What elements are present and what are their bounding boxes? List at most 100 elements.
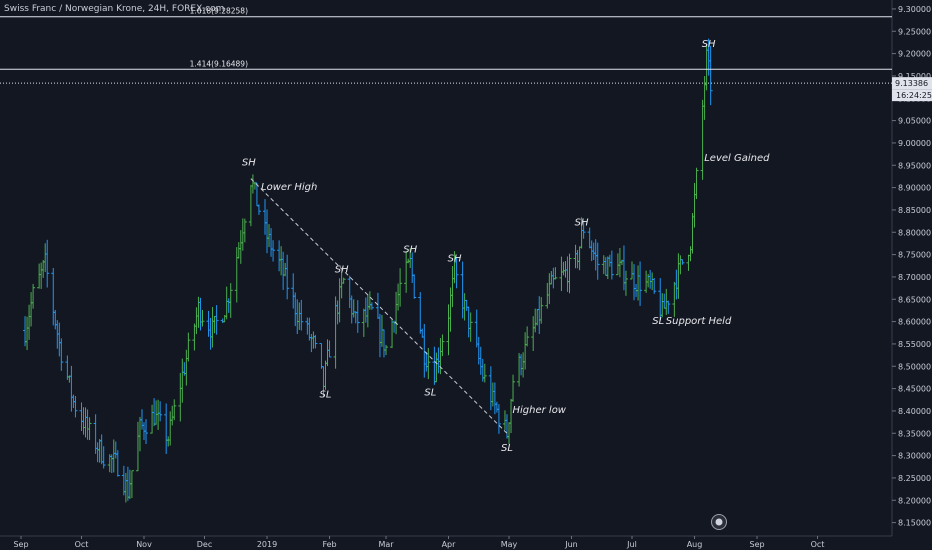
price-bar <box>559 256 564 292</box>
annotation-label: SH <box>335 264 349 275</box>
price-bar <box>565 256 570 292</box>
time-tick-label: Nov <box>136 540 152 549</box>
price-bar <box>295 299 300 335</box>
price-bar <box>238 230 243 264</box>
price-bar <box>488 366 493 411</box>
annotation-label: SH <box>575 218 589 229</box>
price-bar <box>690 213 695 254</box>
price-bar <box>170 405 175 426</box>
price-bar <box>144 419 149 445</box>
replay-button[interactable] <box>711 514 727 530</box>
price-bar <box>519 354 524 376</box>
price-bar <box>267 224 272 248</box>
price-bar <box>214 305 219 335</box>
price-bar <box>504 414 509 439</box>
price-bar <box>242 218 247 243</box>
price-bar <box>236 242 241 259</box>
price-bar <box>454 256 459 289</box>
price-bar <box>573 244 578 269</box>
price-bar <box>462 293 467 321</box>
price-tick-label: 8.15000 <box>898 519 931 528</box>
price-bar <box>603 257 608 276</box>
price-bar <box>394 291 399 335</box>
price-tick-label: 8.55000 <box>898 340 931 349</box>
price-bar <box>248 184 253 227</box>
price-bar <box>466 306 471 338</box>
price-bar <box>180 358 185 403</box>
price-bar <box>325 339 330 367</box>
time-tick-label: Jul <box>626 540 637 549</box>
price-bar <box>137 416 142 452</box>
price-bar <box>436 347 441 374</box>
price-bar <box>478 346 483 375</box>
time-tick-label: Mar <box>378 540 394 549</box>
price-bar <box>139 409 144 430</box>
price-bar <box>537 296 542 334</box>
price-bar <box>127 469 132 500</box>
price-bar <box>575 249 580 269</box>
price-bar <box>494 401 499 413</box>
price-tick-label: 8.50000 <box>898 362 931 371</box>
price-bar <box>156 399 161 430</box>
price-bar <box>97 439 102 463</box>
price-bar <box>426 347 431 380</box>
price-bar <box>341 277 346 284</box>
price-bar <box>688 246 693 262</box>
price-bar <box>680 259 685 265</box>
price-bar <box>53 309 58 330</box>
price-bar <box>636 265 641 301</box>
time-tick-label: Aug <box>687 540 703 549</box>
price-bar <box>152 398 157 427</box>
price-bar <box>319 343 324 369</box>
price-bar <box>234 247 239 303</box>
price-bar <box>607 254 612 267</box>
price-bar <box>490 382 495 407</box>
time-tick-label: May <box>501 540 518 549</box>
price-bar <box>492 382 497 415</box>
price-bar <box>676 253 681 299</box>
price-bar <box>347 275 352 309</box>
price-bar <box>708 45 713 106</box>
price-bar <box>422 323 427 378</box>
price-tick-label: 8.95000 <box>898 161 931 170</box>
price-bar <box>432 346 437 385</box>
annotation-label: SL <box>320 390 332 401</box>
price-bar <box>448 287 453 332</box>
fib-level-label: 1.618(9.28258) <box>190 7 248 16</box>
price-bar <box>164 403 169 454</box>
annotation-label: Higher low <box>512 405 566 416</box>
price-bar <box>113 441 118 459</box>
time-tick-label: Sep <box>13 540 28 549</box>
price-bar <box>549 270 554 285</box>
price-bar <box>178 372 183 422</box>
price-bar <box>311 331 316 349</box>
price-bar <box>269 228 274 257</box>
price-tick-label: 8.35000 <box>898 429 931 438</box>
price-bar <box>609 250 614 280</box>
price-tick-label: 8.45000 <box>898 385 931 394</box>
price-bar <box>154 400 159 425</box>
time-tick-label: Apr <box>442 540 457 549</box>
record-icon <box>715 518 723 526</box>
time-tick-label: Oct <box>75 540 89 549</box>
price-bar <box>85 409 90 440</box>
price-bar <box>658 278 663 321</box>
annotation-label: Support Held <box>666 316 732 327</box>
price-bar <box>630 261 635 280</box>
annotation-label: SH <box>702 39 716 50</box>
price-bar <box>700 99 705 180</box>
price-bar <box>87 417 92 441</box>
price-bar <box>123 472 128 503</box>
price-bar <box>652 277 657 294</box>
price-bar <box>615 253 620 276</box>
price-bar <box>468 312 473 342</box>
annotation-label: SL <box>652 316 664 327</box>
price-bar <box>333 296 338 369</box>
price-bar <box>81 407 86 435</box>
countdown-tag <box>892 89 932 102</box>
price-bar <box>464 299 469 311</box>
price-bar <box>79 402 84 431</box>
price-bar <box>692 182 697 228</box>
